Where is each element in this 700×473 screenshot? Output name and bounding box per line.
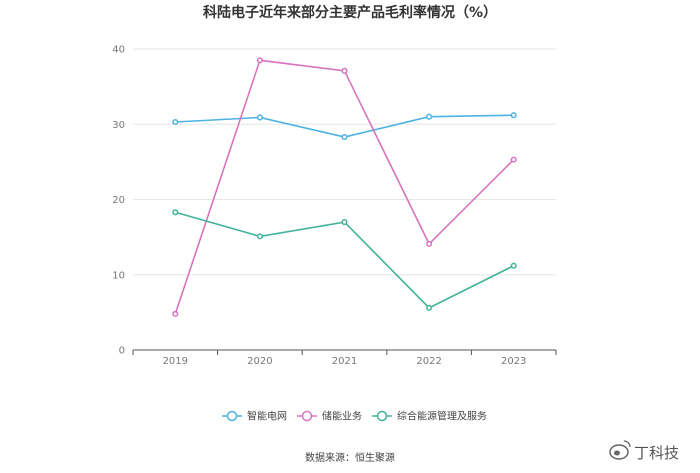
series-1 (172, 57, 517, 317)
data-point (341, 67, 348, 74)
y-axis: 0 10 20 30 40 (112, 45, 125, 357)
grid (133, 48, 556, 276)
series-layer (172, 57, 517, 317)
legend-marker-icon (301, 410, 313, 422)
y-tick-label: 30 (112, 120, 125, 131)
legend-label: 储能业务 (322, 410, 362, 423)
x-tick-label: 2019 (163, 356, 188, 367)
chart-title: 科陆电子近年来部分主要产品毛利率情况（%） (203, 4, 497, 21)
series-0 (172, 112, 517, 141)
data-point (172, 118, 179, 126)
data-point (426, 304, 433, 311)
series-line (175, 114, 514, 138)
legend-item[interactable]: 智能电网 (222, 410, 287, 423)
legend-marker-icon (376, 410, 388, 422)
y-tick-label: 0 (119, 346, 125, 357)
x-axis: 2019 2020 2021 2022 2023 (132, 349, 557, 367)
y-tick-label: 40 (112, 45, 125, 56)
x-tick-label: 2022 (416, 356, 441, 367)
data-point (426, 240, 433, 247)
source-note: 数据来源：恒生聚源 (305, 451, 395, 464)
data-point (510, 112, 517, 119)
y-tick-label: 10 (112, 270, 125, 281)
series-line (174, 59, 515, 315)
watermark: 丁科技 (609, 440, 679, 462)
legend: 智能电网 储能业务 综合能源管理及服务 (222, 410, 487, 423)
data-point (426, 113, 433, 120)
weibo-icon (609, 440, 631, 460)
data-point (256, 114, 263, 121)
y-tick-label: 20 (112, 195, 125, 206)
x-tick-label: 2023 (501, 356, 526, 367)
series-2 (172, 209, 517, 311)
legend-marker-icon (226, 410, 238, 422)
x-tick-label: 2020 (247, 356, 272, 367)
data-point (510, 262, 517, 269)
watermark-text: 丁科技 (634, 444, 679, 462)
data-point (341, 219, 348, 226)
legend-item[interactable]: 储能业务 (297, 410, 362, 423)
data-point (172, 310, 179, 317)
data-point (341, 133, 348, 141)
legend-label: 综合能源管理及服务 (397, 410, 487, 423)
x-tick-label: 2021 (332, 356, 357, 367)
series-line (175, 211, 515, 309)
data-point (172, 209, 179, 216)
data-point (510, 156, 517, 163)
data-point (256, 57, 263, 64)
legend-label: 智能电网 (247, 410, 287, 423)
data-point (256, 233, 263, 240)
legend-item[interactable]: 综合能源管理及服务 (372, 410, 487, 423)
